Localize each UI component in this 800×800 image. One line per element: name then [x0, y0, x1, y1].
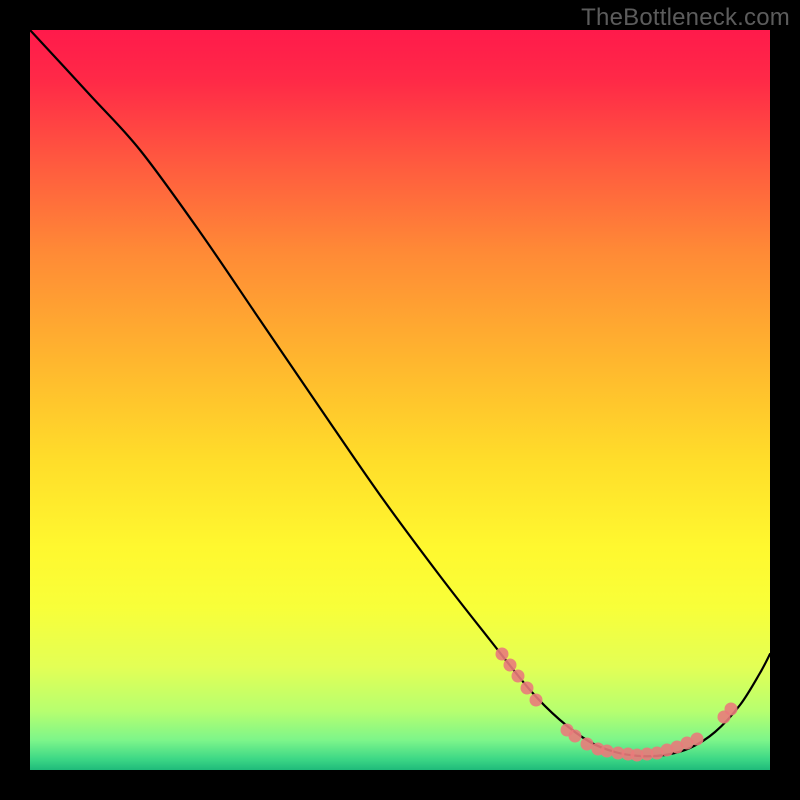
watermark-text: TheBottleneck.com: [581, 4, 790, 32]
data-point: [521, 682, 534, 695]
data-point: [725, 703, 738, 716]
data-point: [512, 670, 525, 683]
bottleneck-chart-svg: [0, 0, 800, 800]
data-point: [496, 648, 509, 661]
data-point: [691, 733, 704, 746]
chart-canvas: TheBottleneck.com: [0, 0, 800, 800]
data-point: [504, 659, 517, 672]
data-point: [530, 694, 543, 707]
data-point: [601, 745, 614, 758]
plot-area: [30, 30, 770, 770]
data-point: [569, 730, 582, 743]
gradient-background: [30, 30, 770, 770]
